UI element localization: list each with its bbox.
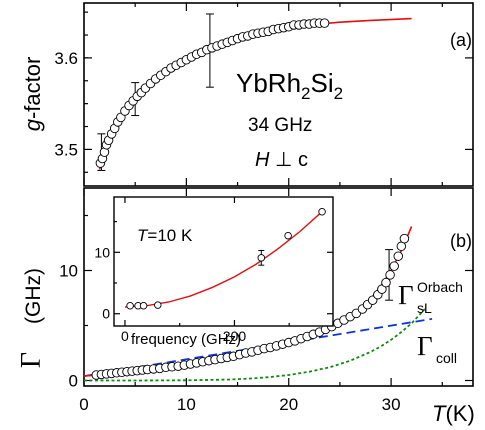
inset-xlabel: frequency (GHz) (131, 331, 241, 348)
inset-data-point (318, 207, 326, 216)
orbach-sub: sL (417, 300, 432, 316)
data-point (399, 233, 410, 244)
panel-a-frame (83, 2, 474, 187)
xtick-label: 10 (177, 395, 196, 414)
g-suffix: -factor (20, 57, 45, 119)
collision-label: Γ coll (417, 331, 457, 366)
panel-b-xtick-labels: 0 10 20 30 (79, 395, 400, 414)
panel-b-points (91, 233, 410, 380)
data-point (393, 251, 404, 261)
coll-gamma: Γ (417, 331, 433, 361)
inset-data-point (284, 231, 292, 240)
xtick-label: 20 (279, 395, 298, 414)
coll-sub: coll (436, 350, 457, 366)
field-orientation: ⊥ c (269, 149, 308, 171)
frequency-label: 34 GHz (248, 115, 312, 136)
xtick-label: 0 (79, 395, 88, 414)
inset-data-point (257, 254, 266, 262)
data-point (385, 270, 395, 280)
gamma-symbol: Γ (16, 352, 47, 368)
orbach-label: Γ sL Orbach (398, 279, 463, 316)
orbach-curve (84, 308, 426, 382)
t-symbol: T (432, 401, 447, 426)
ytick-label: 3.6 (54, 49, 78, 68)
material-sub-1: 2 (301, 84, 310, 103)
orbach-sup: Orbach (417, 279, 463, 295)
panel-a-ticks (83, 3, 473, 186)
inset-data-point (154, 301, 162, 309)
panel-a-label: (a) (450, 30, 472, 50)
inset-annotation: T=10 K (137, 226, 193, 245)
inset-xtick-label: 200 (223, 328, 247, 344)
inset-points (126, 207, 326, 310)
material-main: YbRh (236, 68, 301, 98)
inset-t-value: =10 K (147, 226, 193, 245)
inset-data-point (139, 301, 148, 310)
gamma-unit: (GHz) (22, 268, 45, 324)
material-main-2: Si (311, 68, 334, 98)
ytick-label: 10 (59, 262, 78, 281)
panel-a-points (95, 18, 330, 168)
material-sub-2: 2 (334, 84, 343, 103)
panel-b-ytick-labels: 0 10 (59, 262, 78, 391)
field-symbol: H (255, 149, 270, 171)
data-point (319, 18, 330, 28)
inset-ytick-label: 0 (102, 306, 110, 322)
panel-b-frame (83, 187, 474, 387)
panel-b-xlabel: T(K) (432, 401, 475, 426)
panel-b-ylabel: Γ (GHz) (16, 268, 47, 368)
g-symbol: g (20, 118, 45, 131)
data-point (389, 261, 399, 271)
xtick-label: 30 (382, 395, 401, 414)
inset-xtick-label: 0 (121, 328, 129, 344)
panel-a-ylabel: g-factor (20, 57, 45, 132)
panel-a-ytick-labels: 3.5 3.6 (54, 49, 78, 159)
inset-t-symbol: T (137, 226, 149, 245)
field-orientation-label: H ⊥ c (255, 149, 308, 171)
panel-b-label: (b) (450, 231, 472, 251)
panel-a-error-bars (97, 13, 214, 171)
data-point (381, 277, 391, 288)
orbach-gamma: Γ (398, 280, 414, 310)
ytick-label: 0 (69, 372, 78, 391)
panel-b: 010 0 10 20 30 (b) T(K) Γ (GHz) Γ sL Orbach… (16, 187, 475, 426)
inset-ytick-label: 10 (94, 244, 110, 260)
inset-ticks (114, 197, 333, 326)
inset-data-point (126, 301, 134, 310)
t-unit: (K) (445, 401, 474, 426)
panel-a: 3.53.6 (a) YbRh2Si2 34 GHz H ⊥ c g-facto… (20, 2, 474, 187)
ytick-label: 3.5 (54, 140, 78, 159)
material-label: YbRh2Si2 (236, 68, 343, 103)
